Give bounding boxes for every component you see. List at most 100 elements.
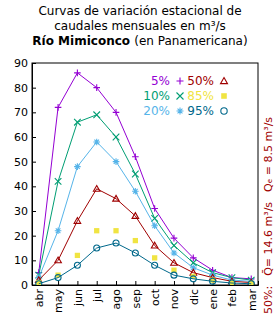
legend-label: 95% xyxy=(187,104,214,118)
series-marker xyxy=(132,171,139,178)
y-tick-label: 80 xyxy=(14,82,28,95)
x-tick-label: jun xyxy=(72,289,85,307)
series-marker xyxy=(210,278,216,284)
y-tick-label: 50 xyxy=(14,156,28,169)
y-tick-mark xyxy=(32,112,36,113)
y-tick-label: 60 xyxy=(14,131,28,144)
x-tick-label: dic xyxy=(188,289,201,305)
y-tick-label: 40 xyxy=(14,180,28,193)
legend-marker xyxy=(221,108,227,114)
series-marker xyxy=(94,245,100,251)
x-tick-label: abr xyxy=(33,289,46,308)
series-marker xyxy=(248,281,254,285)
y-axis: 0 10 20 30 40 50 60 70 80 90 xyxy=(14,57,36,292)
x-tick: nov xyxy=(168,281,181,309)
x-tick-label: feb xyxy=(226,289,239,307)
y-tick-mark xyxy=(32,236,36,237)
series-marker xyxy=(74,70,81,77)
y-axis-line xyxy=(33,64,37,286)
series-line xyxy=(39,115,251,280)
x-tick-label: ago xyxy=(110,289,123,310)
x-tick-label: mar xyxy=(246,289,259,311)
y-tick: 60 xyxy=(14,131,36,144)
series-marker xyxy=(190,276,196,282)
y-tick: 50 xyxy=(14,156,36,169)
y-tick-mark xyxy=(32,186,36,187)
series-marker xyxy=(151,223,158,230)
y-tick-label: 30 xyxy=(14,205,28,218)
legend-label: 85% xyxy=(187,89,214,103)
series-marker xyxy=(113,134,120,141)
chart: Curvas de variación estacional decaudale… xyxy=(0,0,280,320)
x-tick: dic xyxy=(188,281,201,305)
x-tick-mark xyxy=(97,281,98,285)
series-marker xyxy=(171,242,178,249)
x-tick-label: oct xyxy=(149,288,162,306)
series-marker xyxy=(93,84,100,91)
x-tick: mar xyxy=(246,281,259,311)
y-tick: 90 xyxy=(14,57,36,70)
legend-marker xyxy=(177,93,184,100)
series-marker xyxy=(113,195,120,201)
x-tick-mark xyxy=(135,281,136,285)
y-tick: 80 xyxy=(14,82,36,95)
y-tick-mark xyxy=(32,162,36,163)
x-tick: jul xyxy=(91,281,104,303)
series-marker xyxy=(113,158,120,165)
y-tick-label: 70 xyxy=(14,106,28,119)
x-tick: jun xyxy=(72,281,85,307)
y-tick-label: 0 xyxy=(21,279,28,292)
legend-label: 10% xyxy=(143,89,170,103)
legend-marker xyxy=(221,78,228,84)
series-marker xyxy=(229,280,235,285)
title: Curvas de variación estacional decaudale… xyxy=(38,4,241,33)
series-marker xyxy=(93,186,100,192)
x-tick: ene xyxy=(207,281,220,310)
series-marker xyxy=(132,188,139,195)
series-marker xyxy=(113,228,118,233)
y-tick-label: 90 xyxy=(14,57,28,70)
series-marker xyxy=(36,281,42,285)
x-axis-line xyxy=(33,281,259,286)
y-tick-mark xyxy=(32,63,36,64)
x-tick-mark xyxy=(174,281,175,285)
series-line xyxy=(39,189,251,283)
x-tick-label: sep xyxy=(130,289,143,308)
x-tick: oct xyxy=(149,281,162,306)
series-marker xyxy=(171,250,178,257)
x-tick-label: jul xyxy=(91,289,104,303)
series-marker xyxy=(152,262,158,268)
series-line xyxy=(39,243,251,284)
legend-marker xyxy=(221,93,227,99)
y-tick-mark xyxy=(32,260,36,261)
y-tick: 20 xyxy=(14,230,36,243)
plot-frame xyxy=(32,63,258,285)
y-tick-mark xyxy=(32,211,36,212)
series-marker xyxy=(151,242,158,248)
legend-label: 20% xyxy=(143,104,170,118)
y-tick-mark xyxy=(32,137,36,138)
series-marker xyxy=(74,218,81,224)
series-marker xyxy=(93,112,100,119)
y-tick: 40 xyxy=(14,180,36,193)
series-marker xyxy=(74,262,80,268)
series-marker xyxy=(55,178,62,185)
legend: 5%10%20%50%85%95% xyxy=(143,74,227,118)
y-tick-label: 20 xyxy=(14,230,28,243)
series-marker xyxy=(132,153,139,160)
series-marker xyxy=(249,281,254,285)
series-marker xyxy=(151,205,158,212)
x-tick: may xyxy=(52,281,65,313)
series-marker xyxy=(55,275,61,281)
x-axis: abrmayjunjulagosepoctnovdicenefebmar xyxy=(33,281,259,313)
series-marker xyxy=(74,163,81,170)
series-marker xyxy=(171,272,177,278)
y-tick-mark xyxy=(32,88,36,89)
y-tick: 10 xyxy=(14,254,36,267)
series-marker xyxy=(171,235,178,242)
x-tick-mark xyxy=(58,281,59,285)
x-tick-label: ene xyxy=(207,289,220,310)
series-marker xyxy=(55,227,62,234)
series-line xyxy=(39,73,251,279)
x-tick-mark xyxy=(155,281,156,285)
